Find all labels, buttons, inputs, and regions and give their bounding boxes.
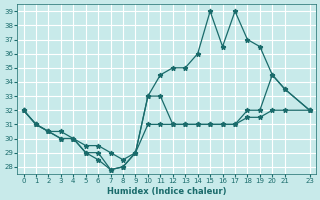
X-axis label: Humidex (Indice chaleur): Humidex (Indice chaleur) — [107, 187, 226, 196]
